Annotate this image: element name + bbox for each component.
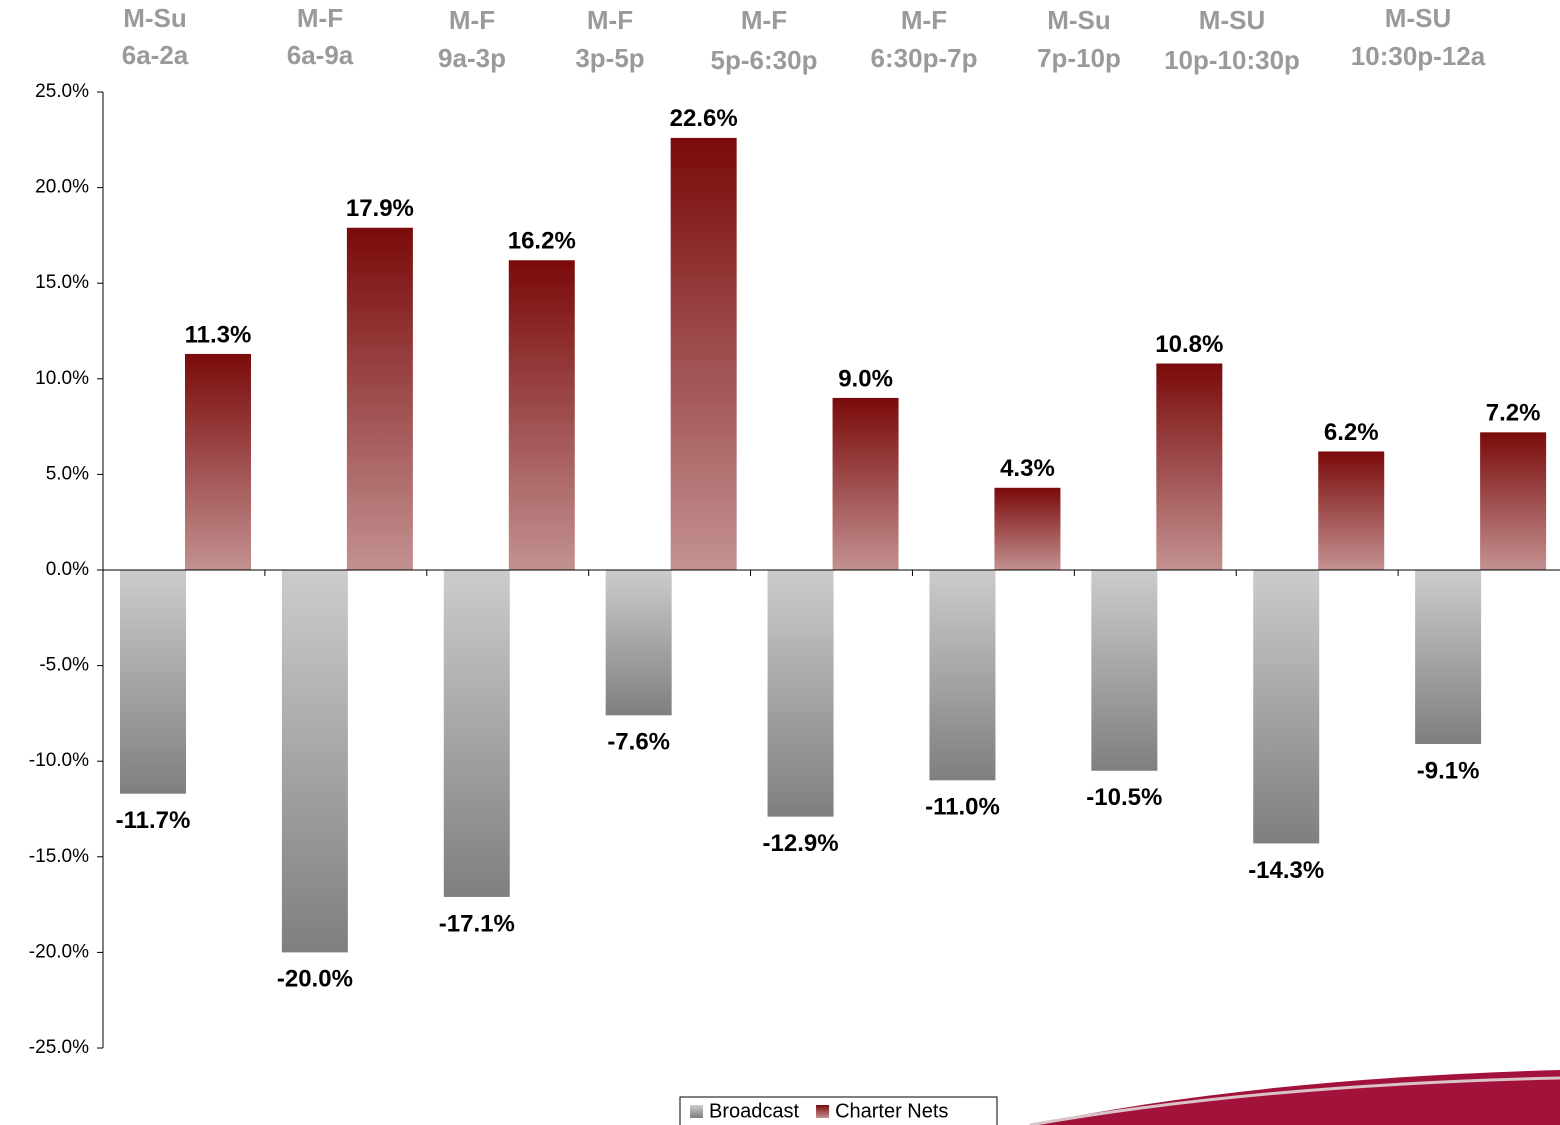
value-label: 16.2%	[508, 228, 576, 255]
value-label: -14.3%	[1248, 857, 1324, 884]
bar	[605, 570, 672, 716]
x-tick-label: 5p-6:30p	[711, 45, 818, 75]
value-label: 9.0%	[838, 365, 893, 392]
bar	[185, 353, 251, 570]
x-tick-label: M-F	[587, 5, 633, 35]
value-label: 4.3%	[1000, 455, 1055, 482]
value-label: -7.6%	[607, 729, 670, 756]
x-tick-label: M-F	[297, 3, 343, 33]
y-tick-label: -15.0%	[29, 846, 89, 867]
value-label: -11.7%	[116, 807, 191, 834]
x-tick-label: 3p-5p	[575, 43, 644, 73]
value-label: 6.2%	[1324, 419, 1379, 446]
bar	[1480, 432, 1547, 570]
value-label: -11.0%	[925, 794, 1000, 821]
value-label: -12.9%	[763, 830, 839, 857]
y-tick-label: -10.0%	[29, 750, 89, 771]
bar	[929, 570, 996, 781]
bar	[443, 570, 510, 897]
legend-label: Charter Nets	[835, 1100, 948, 1122]
x-tick-label: 6a-2a	[122, 40, 189, 70]
value-label: -17.1%	[439, 910, 515, 937]
bar	[1253, 570, 1320, 844]
y-tick-label: 0.0%	[46, 559, 89, 580]
value-label: 7.2%	[1486, 400, 1541, 427]
y-tick-label: 10.0%	[35, 368, 89, 389]
value-label: -10.5%	[1086, 784, 1162, 811]
bar	[120, 570, 186, 794]
value-label: -20.0%	[277, 966, 353, 993]
legend-label: Broadcast	[709, 1100, 799, 1122]
bar	[994, 487, 1061, 570]
y-tick-label: -5.0%	[39, 655, 89, 676]
x-tick-label: M-Su	[1047, 5, 1111, 35]
bar	[508, 260, 575, 570]
bar	[767, 570, 834, 817]
y-tick-label: -20.0%	[29, 941, 89, 962]
bar	[346, 227, 413, 570]
decor-swoosh-line	[1029, 1076, 1560, 1125]
y-tick-label: 15.0%	[35, 272, 89, 293]
value-label: -9.1%	[1417, 757, 1480, 784]
bar	[281, 570, 348, 953]
x-tick-label: M-Su	[123, 3, 187, 33]
x-tick-label: 6:30p-7p	[871, 43, 978, 73]
x-tick-label: M-F	[449, 5, 495, 35]
legend-swatch	[816, 1105, 830, 1118]
value-label: 11.3%	[185, 321, 252, 348]
value-label: 17.9%	[346, 195, 414, 222]
x-tick-label: M-F	[741, 5, 787, 35]
x-tick-label: 9a-3p	[438, 43, 506, 73]
value-label: 22.6%	[670, 105, 738, 132]
bar	[670, 137, 737, 570]
bar	[1156, 363, 1223, 570]
bar	[1415, 570, 1482, 744]
x-tick-label: 7p-10p	[1037, 43, 1121, 73]
x-tick-label: 6a-9a	[287, 40, 354, 70]
legend-swatch	[690, 1105, 703, 1118]
y-tick-label: 5.0%	[46, 463, 89, 484]
x-tick-label: 10:30p-12a	[1351, 41, 1486, 71]
y-tick-label: -25.0%	[29, 1037, 89, 1058]
x-tick-label: 10p-10:30p	[1164, 45, 1300, 75]
x-tick-label: M-F	[901, 5, 947, 35]
x-tick-label: M-SU	[1199, 5, 1265, 35]
bar	[1091, 570, 1158, 771]
y-tick-label: 20.0%	[35, 177, 89, 198]
x-tick-label: M-SU	[1385, 3, 1451, 33]
decor-swoosh	[1030, 1070, 1560, 1125]
bar	[1318, 451, 1385, 570]
value-label: 10.8%	[1155, 331, 1223, 358]
legend-box	[679, 1096, 998, 1125]
bar	[832, 397, 899, 570]
y-tick-label: 25.0%	[35, 81, 89, 102]
